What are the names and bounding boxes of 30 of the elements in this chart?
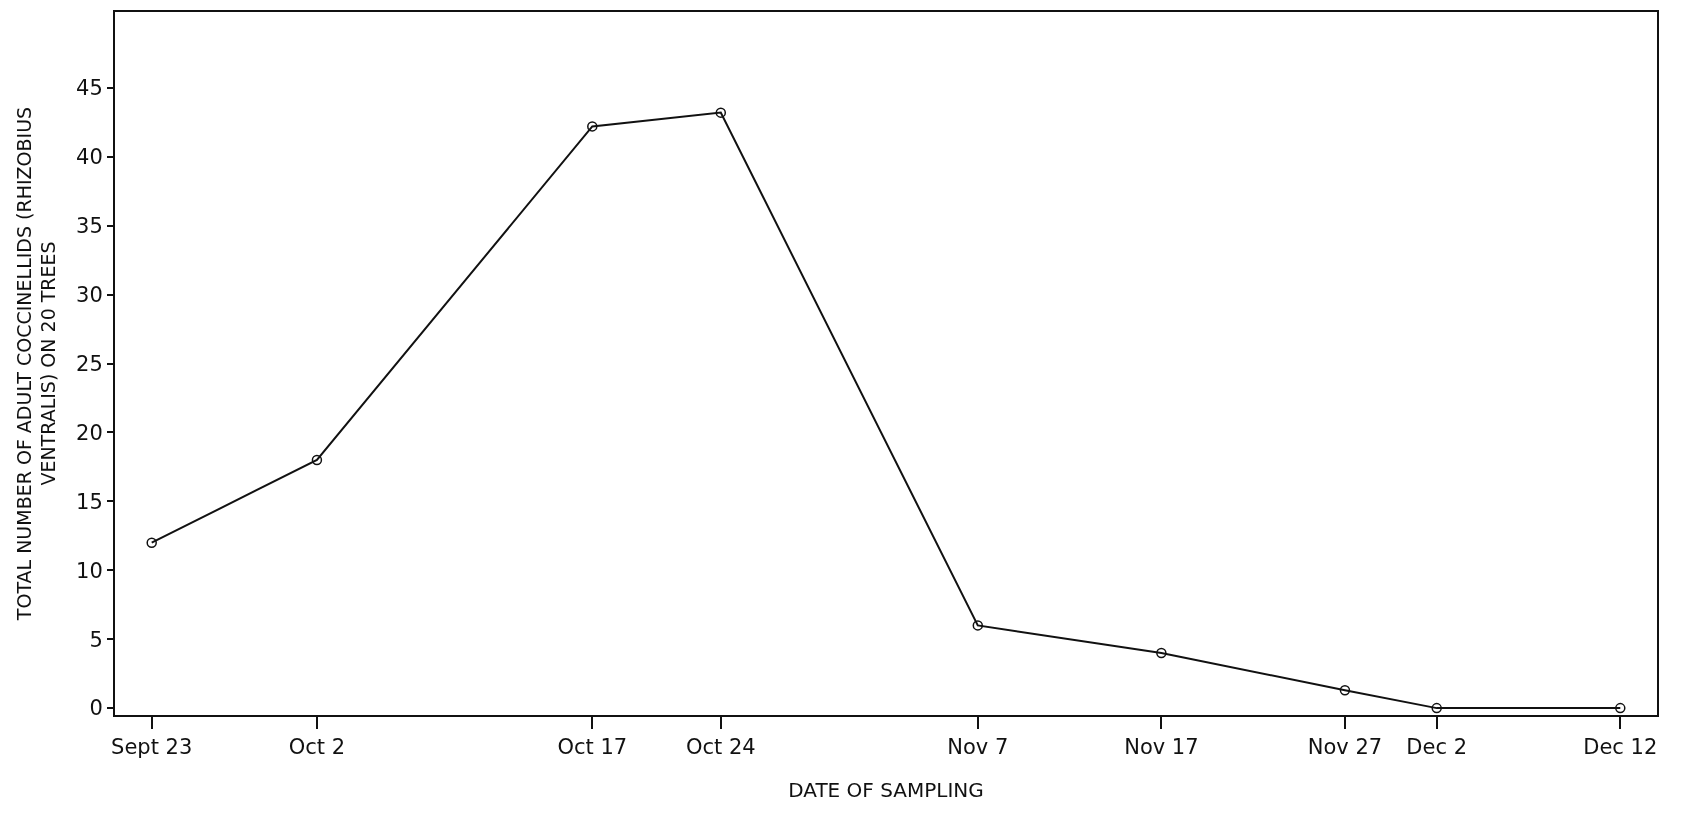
y-tick-label: 25 <box>76 351 103 376</box>
point <box>1339 684 1351 696</box>
y-tick-label: 5 <box>89 627 103 652</box>
y-tick-label: 0 <box>89 696 103 721</box>
point <box>715 107 727 118</box>
y-tick-label: 20 <box>76 420 103 445</box>
y-tick-label: 10 <box>76 558 103 583</box>
x-tick-label: Oct 2 <box>288 735 346 760</box>
point <box>587 121 598 132</box>
y-tick-label: 30 <box>76 282 103 307</box>
y-tick-label: 40 <box>76 145 103 170</box>
x-tick-label: Oct 24 <box>685 735 756 760</box>
x-tick-label: Nov 27 <box>1307 735 1383 760</box>
x-tick-label: Nov 17 <box>1124 735 1199 760</box>
y-tick-label: 45 <box>76 76 103 101</box>
point <box>146 537 157 548</box>
y-tick-label: 35 <box>76 214 103 239</box>
y-tick-label: 15 <box>76 489 103 514</box>
x-tick-label: Sept 23 <box>111 735 193 760</box>
x-axis-title: DATE OF SAMPLING <box>788 778 984 803</box>
x-tick-label: Oct 17 <box>557 735 628 760</box>
point <box>311 454 323 466</box>
y-axis-title: TOTAL NUMBER OF ADULT COCCINELLIDS (RHIZOBIUS VENTRALIS) ON 20 TREES <box>12 106 60 622</box>
point <box>1156 647 1167 659</box>
x-tick-label: Nov 7 <box>947 735 1009 760</box>
point <box>972 620 984 631</box>
x-tick-label: Dec 12 <box>1583 735 1658 760</box>
x-tick-label: Dec 2 <box>1406 735 1468 760</box>
point <box>1615 702 1626 714</box>
point <box>1431 702 1442 714</box>
